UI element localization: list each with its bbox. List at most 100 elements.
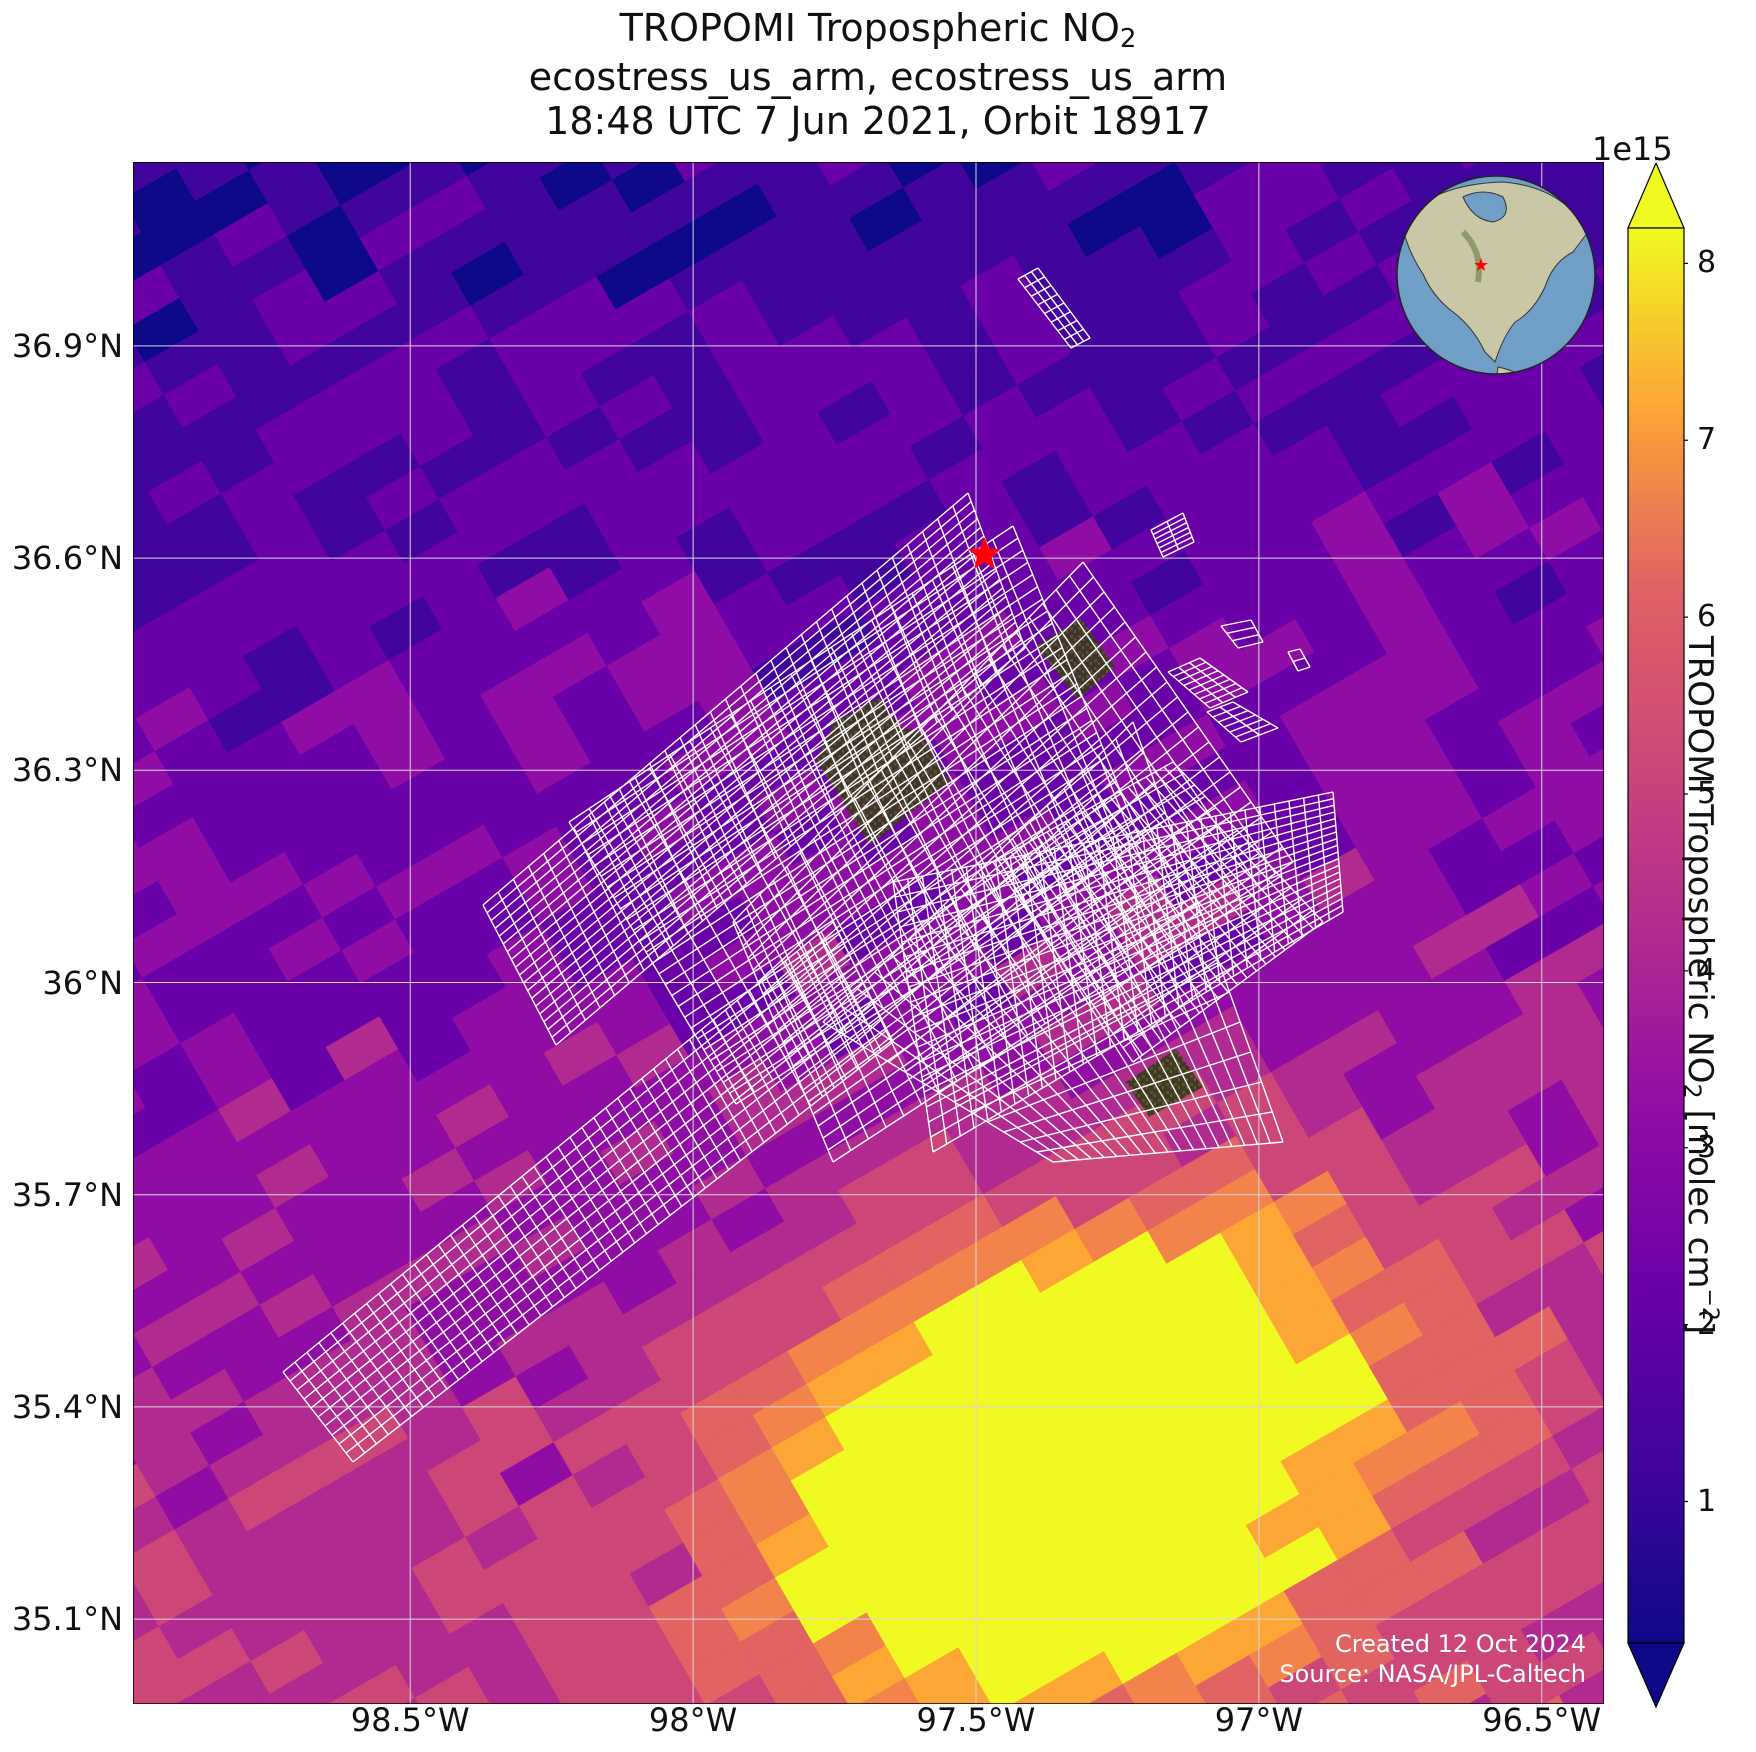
no2-pixel bbox=[1567, 1318, 1604, 1373]
no2-pixel bbox=[1542, 1015, 1604, 1081]
colorbar-gradient bbox=[1627, 227, 1685, 1644]
swath-gridline bbox=[1102, 887, 1292, 1020]
swath-gridline bbox=[1030, 284, 1052, 297]
no2-pixel bbox=[860, 1677, 921, 1704]
colorbar-multiplier: 1e15 bbox=[1592, 130, 1673, 168]
swath-gridline bbox=[752, 621, 1126, 971]
no2-pixel bbox=[1164, 1685, 1207, 1704]
no2-pixel bbox=[1583, 1230, 1604, 1276]
swath-gridline bbox=[888, 841, 1177, 1063]
swath-gridline bbox=[1250, 619, 1264, 643]
swath-gridline bbox=[1204, 687, 1243, 705]
site-star bbox=[968, 537, 1001, 569]
swath-gridline bbox=[1229, 718, 1264, 733]
swath-gridline bbox=[921, 878, 1341, 1078]
no2-pixel bbox=[176, 1691, 205, 1704]
swath-gridline bbox=[1122, 910, 1313, 1049]
swath-gridline bbox=[772, 681, 1168, 1019]
swath-gridline bbox=[930, 904, 1343, 1138]
no2-pixel bbox=[1586, 1362, 1604, 1402]
swath-gridline bbox=[1156, 526, 1189, 545]
swath-gridline bbox=[892, 791, 1334, 883]
colorbar-tick-label: 8 bbox=[1697, 245, 1717, 281]
swath-gridline bbox=[527, 587, 1004, 992]
no2-pixel bbox=[601, 162, 645, 181]
swath-gridline bbox=[1206, 701, 1234, 713]
no2-pixel bbox=[1552, 1406, 1604, 1470]
swath-gridline bbox=[482, 492, 969, 906]
swath-gridline bbox=[535, 604, 1010, 1007]
swath-gridline bbox=[594, 574, 1034, 866]
no2-pixel bbox=[1548, 1274, 1604, 1340]
swath-gridline bbox=[352, 1041, 894, 1463]
no2-pixel bbox=[1539, 1631, 1604, 1697]
swath-gridline bbox=[1158, 531, 1191, 549]
swath-gridline bbox=[923, 884, 1342, 1093]
swath-gridline bbox=[671, 719, 1093, 997]
swath-gridline bbox=[1235, 723, 1271, 738]
swath-gridline bbox=[1032, 807, 1217, 920]
swath-gridline bbox=[1226, 626, 1256, 635]
no2-pixel bbox=[1535, 755, 1604, 821]
swath-gridline bbox=[762, 651, 1147, 995]
swath-gridline bbox=[906, 831, 1337, 973]
swath-gridline bbox=[345, 1029, 888, 1454]
lat-tick-label: 35.1°N bbox=[11, 1600, 123, 1639]
swath-gridline bbox=[987, 1021, 1241, 1123]
no2-pixel bbox=[1544, 399, 1604, 465]
no2-pixel bbox=[1593, 1625, 1604, 1650]
swath-gridline bbox=[932, 911, 1344, 1153]
inset-globe: ★ bbox=[1396, 175, 1596, 375]
swath-gridline bbox=[1172, 661, 1207, 678]
swath-gridline bbox=[490, 509, 975, 922]
colorbar-label-exponent: −2 bbox=[1697, 1288, 1722, 1321]
no2-pixel bbox=[1558, 1669, 1604, 1704]
swath-gridline bbox=[514, 561, 994, 968]
globe-outline bbox=[1396, 175, 1596, 375]
swath-gridline bbox=[626, 634, 1058, 921]
swath-gridline bbox=[1218, 710, 1249, 723]
no2-pixel bbox=[1582, 484, 1604, 531]
lon-tick-label: 98.5°W bbox=[350, 1701, 470, 1739]
swath-gridline bbox=[652, 683, 1078, 964]
no2-pixel bbox=[1533, 1371, 1604, 1437]
swath-gridline bbox=[1003, 1051, 1252, 1133]
colorbar bbox=[1627, 163, 1688, 1708]
swath-gridline bbox=[1050, 311, 1071, 323]
swath-gridline bbox=[317, 981, 864, 1418]
swath-gridline bbox=[1167, 657, 1201, 673]
swath-gridline bbox=[1082, 864, 1270, 992]
swath-gridline bbox=[914, 858, 1339, 1033]
globe-site-star: ★ bbox=[1473, 255, 1489, 276]
no2-pixel bbox=[1586, 616, 1604, 658]
lat-tick-label: 36.6°N bbox=[11, 539, 123, 578]
no2-pixel bbox=[1595, 265, 1604, 286]
swath-gridline bbox=[1220, 625, 1239, 649]
colorbar-label: TROPOMI Tropospheric NO2 [molec cm−2] bbox=[1678, 335, 1722, 1635]
lon-tick-label: 97°W bbox=[1214, 1701, 1304, 1739]
no2-pixel bbox=[1532, 626, 1604, 692]
swath-gridline bbox=[747, 606, 1115, 959]
swath-gridline bbox=[1232, 633, 1260, 642]
swath-gridline bbox=[1070, 337, 1091, 349]
swath-gridline bbox=[832, 861, 1294, 1163]
swath-gridline bbox=[296, 945, 846, 1391]
gridlines bbox=[133, 162, 1604, 1704]
lon-tick-label: 98°W bbox=[648, 1701, 738, 1739]
no2-pixel bbox=[1031, 162, 1101, 192]
swath-gridline bbox=[827, 846, 1283, 1151]
swath-gridline bbox=[897, 804, 1335, 913]
colorbar-extend-min bbox=[1627, 1642, 1685, 1708]
swath-gridline bbox=[619, 622, 1053, 910]
swath-gridline bbox=[1150, 512, 1184, 531]
no2-pixel bbox=[708, 1674, 778, 1704]
swath-gridline bbox=[1064, 328, 1084, 340]
swath-gridline bbox=[954, 961, 1220, 1103]
swath-gridline bbox=[632, 646, 1063, 932]
swath-gridline bbox=[289, 933, 840, 1382]
swath-gridline bbox=[1112, 898, 1302, 1034]
colorbar-tick-label: 7 bbox=[1697, 422, 1717, 458]
created-date: Created 12 Oct 2024 bbox=[1335, 1630, 1586, 1658]
swath-gridline bbox=[1017, 267, 1039, 280]
swath-gridline bbox=[1223, 714, 1256, 728]
